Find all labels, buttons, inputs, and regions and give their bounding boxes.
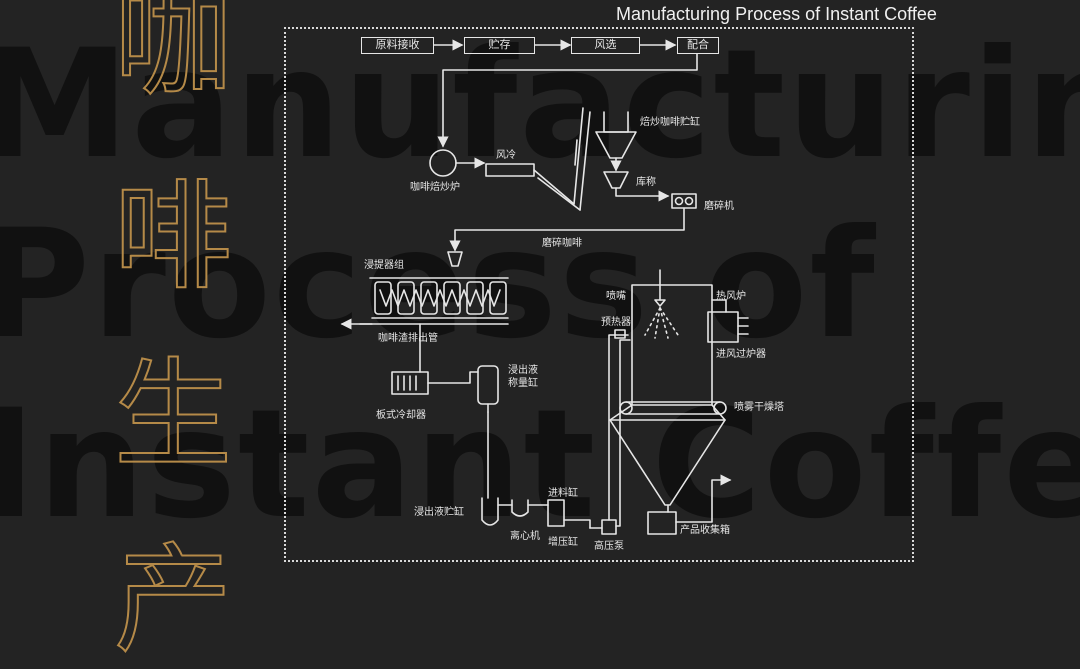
- label-nozzle: 喷嘴: [606, 291, 626, 302]
- label-ground-coffee: 磨碎咖啡: [542, 238, 582, 249]
- flow-line: [427, 371, 479, 384]
- step-air-sorting: 风选: [571, 37, 640, 54]
- flow-line: [563, 519, 591, 529]
- background-word: Manufacturing: [0, 18, 1080, 192]
- conveyor-line: [574, 139, 578, 166]
- roast-bin: [603, 111, 629, 133]
- preheater: [614, 329, 626, 339]
- label-feed-tank: 进料缸: [548, 488, 578, 499]
- step-storage: 贮存: [464, 37, 535, 54]
- extractor-column: [374, 281, 507, 315]
- air-cooler: [485, 163, 535, 177]
- extract-tank: [477, 365, 499, 405]
- label-plate-cooler: 板式冷却器: [376, 410, 426, 421]
- conveyor-line: [537, 177, 581, 211]
- label-weigh-tank: 称量缸: [508, 378, 538, 389]
- label-spray-tower: 喷雾干燥塔: [734, 402, 784, 413]
- spray-tower-body: [631, 284, 713, 406]
- step-blending: 配合: [677, 37, 719, 54]
- label-extract-tank: 浸出液: [508, 365, 538, 376]
- label-centrifuge: 离心机: [510, 531, 540, 542]
- label-product-box: 产品收集箱: [680, 525, 730, 536]
- label-grinder: 磨碎机: [704, 201, 734, 212]
- conveyor-line: [579, 111, 591, 211]
- label-extractors: 浸提器组: [364, 260, 404, 271]
- flow-line: [533, 169, 575, 205]
- storage-tank: [481, 497, 499, 526]
- label-extract-storage: 浸出液贮缸: [414, 507, 464, 518]
- label-furnace: 热风炉: [716, 291, 746, 302]
- feed-tank: [547, 499, 565, 527]
- flow-line: [675, 474, 732, 523]
- background-word: Instant Coffee: [0, 378, 1080, 552]
- label-pressure-tank: 增压缸: [548, 537, 578, 548]
- flow-line: [615, 187, 670, 202]
- label-air-cool: 风冷: [496, 150, 516, 161]
- label-hp-pump: 高压泵: [594, 541, 624, 552]
- product-box: [647, 511, 677, 535]
- roaster-drum: [429, 149, 457, 177]
- centrifuge: [511, 499, 529, 517]
- flow-line: [449, 207, 685, 252]
- vertical-title-char: 咖: [113, 0, 233, 112]
- label-roast-bin: 焙炒咖啡贮缸: [640, 117, 700, 128]
- process-diagram: [340, 39, 749, 535]
- conveyor-line: [573, 107, 584, 205]
- hot-air-duct: [711, 299, 727, 313]
- label-roaster: 咖啡焙炒炉: [410, 182, 460, 193]
- nozzle: [654, 299, 666, 307]
- vertical-title-char: 生: [113, 346, 233, 484]
- extractor-feed: [447, 251, 463, 267]
- flow-line: [437, 53, 698, 148]
- hot-air-furnace: [707, 311, 739, 343]
- step-raw-material-receiving: 原料接收: [361, 37, 434, 54]
- label-preheater: 预热器: [601, 317, 631, 328]
- diagram-frame: [284, 27, 914, 562]
- flow-line: [608, 334, 629, 521]
- vertical-title-char: 啡: [113, 168, 233, 306]
- weigh-hopper: [603, 171, 629, 189]
- label-grounds-out: 咖啡渣排出管: [378, 333, 438, 344]
- roast-bin: [595, 131, 637, 159]
- label-air-filter: 进风过炉器: [716, 349, 766, 360]
- page-title: Manufacturing Process of Instant Coffee: [616, 4, 937, 24]
- label-weigh: 库称: [636, 177, 656, 188]
- flow-line: [615, 339, 631, 527]
- hp-pump: [601, 519, 617, 535]
